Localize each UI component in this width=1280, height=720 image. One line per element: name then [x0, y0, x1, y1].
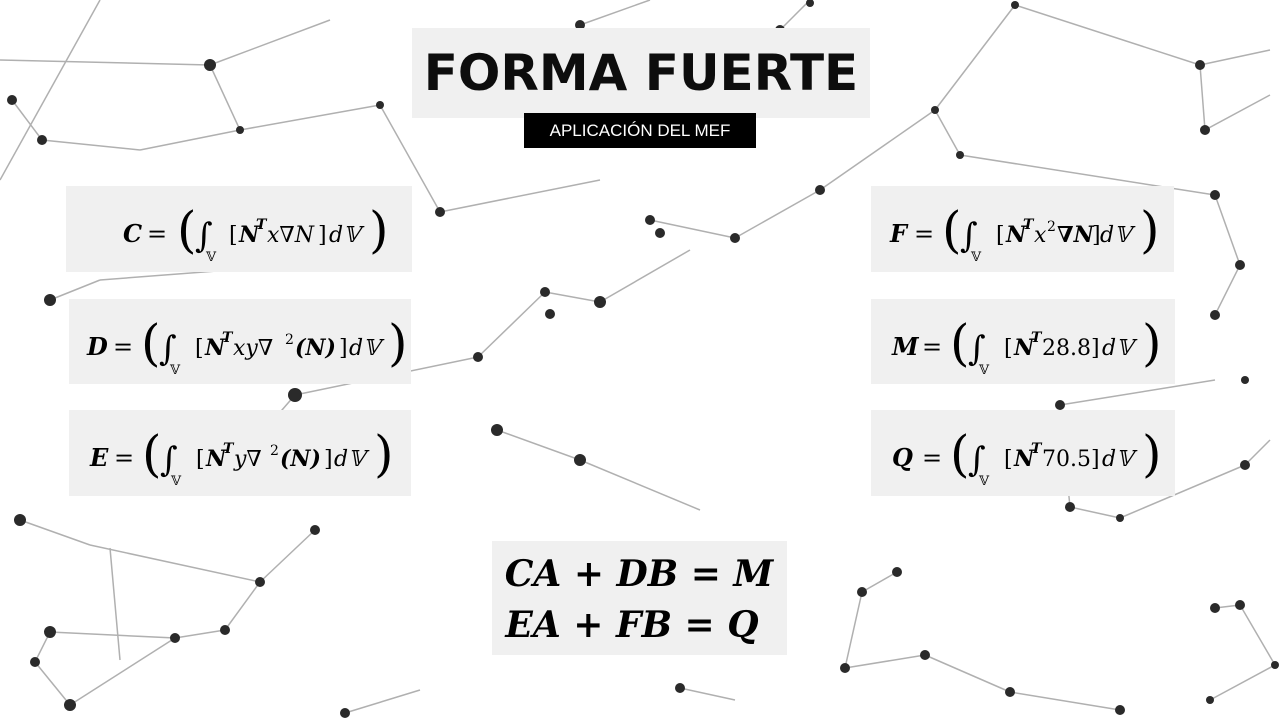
- svg-text:∇N: ∇N: [1057, 222, 1095, 248]
- svg-text:y∇: y∇: [233, 447, 262, 472]
- svg-text:(N): (N): [280, 446, 321, 472]
- svg-text:d𝕍: d𝕍: [1102, 336, 1138, 361]
- svg-text:x: x: [1034, 223, 1047, 248]
- svg-text:∫: ∫: [968, 329, 986, 369]
- system-box: CA + DB = M EA + FB = Q: [492, 541, 787, 655]
- svg-text:∫: ∫: [159, 329, 177, 369]
- svg-text:N: N: [205, 446, 227, 472]
- slide-title: FORMA FUERTE: [423, 44, 859, 102]
- svg-text:]: ]: [324, 447, 333, 472]
- svg-text:(: (: [950, 425, 970, 483]
- equation-c-box: C = ( ∫ 𝕍 [ N T x∇N ] d𝕍 ): [66, 186, 412, 272]
- eq-c-equals: =: [147, 220, 167, 248]
- svg-text:∫: ∫: [160, 440, 178, 480]
- equation-q-box: Q = ( ∫ 𝕍 [ N T 70.5 ] d𝕍 ): [871, 410, 1175, 496]
- svg-text:𝕍: 𝕍: [169, 363, 181, 378]
- svg-text:=: =: [114, 444, 134, 472]
- svg-text:[: [: [196, 447, 205, 472]
- svg-text:xy∇: xy∇: [233, 336, 273, 361]
- system-line-1: CA + DB = M: [505, 553, 775, 595]
- svg-text:=: =: [914, 220, 934, 248]
- svg-text:[: [: [996, 223, 1005, 248]
- svg-text:∫: ∫: [968, 440, 986, 480]
- svg-text:]: ]: [318, 223, 327, 248]
- eq-c-integral: ∫: [195, 216, 213, 256]
- svg-text:2: 2: [270, 443, 279, 459]
- svg-text:(: (: [942, 201, 962, 259]
- svg-text:[: [: [229, 223, 238, 248]
- svg-text:T: T: [223, 441, 235, 457]
- svg-text:2: 2: [285, 332, 294, 348]
- svg-text:N: N: [1013, 335, 1035, 361]
- svg-text:N: N: [1013, 446, 1035, 472]
- svg-text:(: (: [142, 425, 162, 483]
- svg-text:70.5: 70.5: [1042, 447, 1091, 472]
- equation-d-box: D = ( ∫ 𝕍 [ N T xy∇ 2 (N) ] d𝕍 ): [69, 299, 411, 384]
- svg-text:]: ]: [1091, 447, 1100, 472]
- equation-m: M = ( ∫ 𝕍 [ N T 28.8 ] d𝕍 ): [891, 314, 1162, 378]
- equation-f-box: F = ( ∫ 𝕍 [ N T x 2 ∇N ] d𝕍 ): [871, 186, 1174, 272]
- svg-text:(N): (N): [295, 335, 336, 361]
- svg-text:𝕍: 𝕍: [978, 474, 990, 489]
- svg-text:(: (: [141, 314, 161, 372]
- svg-text:x∇N: x∇N: [267, 223, 315, 248]
- svg-text:[: [: [1004, 447, 1013, 472]
- equation-m-box: M = ( ∫ 𝕍 [ N T 28.8 ] d𝕍 ): [871, 299, 1175, 384]
- svg-text:∫: ∫: [960, 216, 978, 256]
- system-line-2: EA + FB = Q: [504, 604, 758, 646]
- svg-text:d𝕍: d𝕍: [329, 223, 365, 248]
- svg-text:M: M: [891, 332, 920, 361]
- svg-text:): ): [1140, 201, 1160, 259]
- svg-text:N: N: [204, 335, 226, 361]
- svg-text:T: T: [256, 217, 268, 233]
- svg-text:=: =: [113, 333, 133, 361]
- svg-text:]: ]: [1092, 223, 1101, 248]
- svg-text:E: E: [89, 443, 109, 472]
- equation-d: D = ( ∫ 𝕍 [ N T xy∇ 2 (N) ] d𝕍 ): [86, 314, 405, 378]
- svg-text:N: N: [1005, 222, 1027, 248]
- eq-c-domain: 𝕍: [205, 250, 217, 265]
- svg-text:D: D: [86, 332, 108, 361]
- svg-text:2: 2: [1047, 219, 1056, 235]
- svg-text:T: T: [1023, 217, 1035, 233]
- svg-text:𝕍: 𝕍: [978, 363, 990, 378]
- svg-text:(: (: [950, 314, 970, 372]
- svg-text:]: ]: [339, 336, 348, 361]
- svg-text:d𝕍: d𝕍: [1102, 447, 1138, 472]
- equation-e-box: E = ( ∫ 𝕍 [ N T y∇ 2 (N) ] d𝕍 ): [69, 410, 411, 496]
- slide-subtitle: APLICACIÓN DEL MEF: [524, 113, 756, 148]
- equation-system: CA + DB = M EA + FB = Q: [504, 553, 775, 646]
- svg-text:28.8: 28.8: [1042, 336, 1091, 361]
- svg-text:[: [: [195, 336, 204, 361]
- equation-c: C = ( ∫ 𝕍 [ N T x∇N ] d𝕍 ): [123, 201, 389, 265]
- svg-text:=: =: [922, 333, 942, 361]
- equation-e: E = ( ∫ 𝕍 [ N T y∇ 2 (N) ] d𝕍 ): [89, 425, 394, 489]
- svg-text:d𝕍: d𝕍: [1100, 223, 1136, 248]
- svg-text:): ): [1142, 425, 1162, 483]
- svg-text:): ): [1142, 314, 1162, 372]
- svg-text:F: F: [889, 219, 909, 248]
- svg-text:Q: Q: [892, 443, 913, 472]
- svg-text:𝕍: 𝕍: [170, 474, 182, 489]
- svg-text:=: =: [922, 444, 942, 472]
- svg-text:T: T: [1031, 330, 1043, 346]
- equation-f: F = ( ∫ 𝕍 [ N T x 2 ∇N ] d𝕍 ): [889, 201, 1160, 265]
- svg-text:]: ]: [1091, 336, 1100, 361]
- svg-text:T: T: [1031, 441, 1043, 457]
- eq-c-lhs: C: [123, 219, 142, 248]
- svg-text:): ): [388, 314, 405, 372]
- svg-text:d𝕍: d𝕍: [349, 336, 385, 361]
- svg-text:N: N: [238, 222, 260, 248]
- svg-text:(: (: [177, 201, 197, 259]
- svg-text:d𝕍: d𝕍: [334, 447, 370, 472]
- svg-text:T: T: [222, 330, 234, 346]
- svg-text:): ): [369, 201, 389, 259]
- title-box: FORMA FUERTE: [412, 28, 870, 118]
- equation-q: Q = ( ∫ 𝕍 [ N T 70.5 ] d𝕍 ): [892, 425, 1162, 489]
- svg-text:[: [: [1004, 336, 1013, 361]
- svg-text:): ): [374, 425, 394, 483]
- svg-text:𝕍: 𝕍: [970, 250, 982, 265]
